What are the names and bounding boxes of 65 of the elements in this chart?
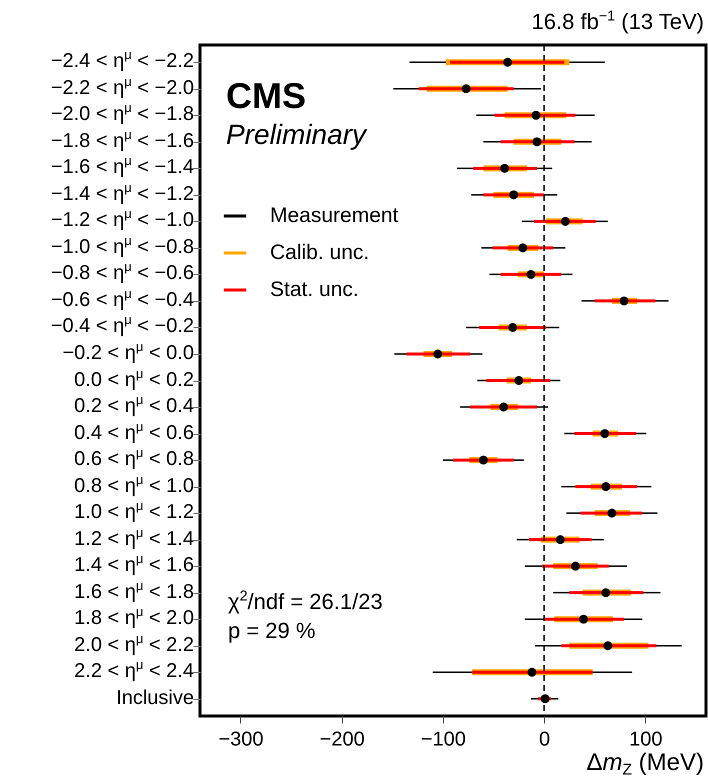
y-tick-label: −1.6 < η$^{μ}$ < −1.4 bbox=[50, 154, 194, 178]
point bbox=[509, 190, 518, 200]
point bbox=[607, 508, 616, 518]
y-tick-label: 0.2 < η$^{μ}$ < 0.4 bbox=[74, 392, 194, 418]
point bbox=[500, 164, 510, 173]
point bbox=[532, 110, 540, 120]
y-tick-label: 0.0 < η$^{μ}$ < 0.2 bbox=[74, 366, 194, 390]
point bbox=[601, 482, 610, 492]
point bbox=[527, 668, 536, 677]
legend-label: Stat. unc. bbox=[270, 278, 359, 301]
y-tick-label: −1.8 < η$^{μ}$ < −1.6 bbox=[50, 127, 194, 152]
point bbox=[514, 376, 524, 385]
chart-title: 16.8 fb$^{−1}$ (13 TeV) bbox=[532, 8, 704, 34]
y-tick-label: −0.2 < η$^{μ}$ < 0.0 bbox=[62, 339, 194, 364]
y-tick-label: 0.8 < η$^{μ}$ < 1.0 bbox=[74, 472, 194, 497]
point bbox=[556, 535, 565, 544]
annotation: Preliminary bbox=[226, 119, 366, 151]
annotation: p = 29 % bbox=[228, 618, 316, 644]
y-tick-label: 1.6 < η$^{μ}$ < 1.8 bbox=[74, 578, 194, 603]
y-tick-label: −2.2 < η$^{μ}$ < −2.0 bbox=[50, 74, 194, 99]
y-tick-label: −1.2 < η$^{μ}$ < −1.0 bbox=[50, 206, 194, 232]
point bbox=[462, 84, 471, 94]
y-tick-label: Inclusive bbox=[116, 686, 194, 709]
annotation: χ$^{2}$/ndf = 26.1/23 bbox=[228, 588, 383, 614]
y-tick-label: −1.0 < η$^{μ}$ < −0.8 bbox=[50, 233, 194, 258]
y-tick-label: 1.8 < η$^{μ}$ < 2.0 bbox=[74, 604, 194, 630]
point bbox=[579, 614, 588, 624]
y-tick-label: −0.6 < η$^{μ}$ < −0.4 bbox=[50, 286, 194, 311]
x-tick-label: −100 bbox=[420, 728, 466, 750]
point bbox=[601, 588, 610, 598]
x-tick-label: −300 bbox=[218, 728, 264, 750]
point bbox=[600, 429, 610, 438]
point bbox=[603, 641, 612, 650]
y-tick-label: 2.0 < η$^{μ}$ < 2.2 bbox=[74, 630, 194, 656]
y-tick-label: 0.4 < η$^{μ}$ < 0.6 bbox=[74, 418, 194, 444]
point bbox=[499, 402, 508, 412]
x-axis-title: Δm$_{Z}$ (MeV) bbox=[586, 749, 704, 779]
x-tick-label: 0 bbox=[539, 728, 550, 750]
point bbox=[532, 137, 542, 146]
y-tick-label: 1.0 < η$^{μ}$ < 1.2 bbox=[74, 498, 194, 524]
y-tick-label: 2.2 < η$^{μ}$ < 2.4 bbox=[74, 657, 194, 682]
point bbox=[478, 456, 488, 465]
x-tick-label: −200 bbox=[320, 728, 365, 750]
y-tick-label: −2.0 < η$^{μ}$ < −1.8 bbox=[50, 100, 194, 126]
y-tick-label: −2.4 < η$^{μ}$ < −2.2 bbox=[50, 47, 194, 72]
legend-label: Calib. unc. bbox=[270, 241, 370, 264]
bar bbox=[561, 644, 656, 648]
y-tick-label: −0.4 < η$^{μ}$ < −0.2 bbox=[50, 312, 194, 338]
point bbox=[560, 216, 570, 226]
point bbox=[503, 58, 512, 67]
y-tick-label: 0.6 < η$^{μ}$ < 0.8 bbox=[74, 445, 194, 470]
y-tick-label: 1.2 < η$^{μ}$ < 1.4 bbox=[74, 524, 194, 550]
point bbox=[620, 296, 628, 306]
bar bbox=[450, 60, 564, 64]
annotation: CMS bbox=[226, 75, 306, 116]
x-tick-label: 100 bbox=[629, 728, 662, 750]
point bbox=[526, 270, 536, 279]
y-tick-label: −0.8 < η$^{μ}$ < −0.6 bbox=[50, 260, 194, 284]
point bbox=[508, 322, 518, 332]
y-tick-label: 1.4 < η$^{μ}$ < 1.6 bbox=[74, 551, 194, 576]
point bbox=[570, 562, 580, 571]
point bbox=[518, 243, 528, 252]
legend-label: Measurement bbox=[270, 204, 399, 227]
point bbox=[433, 350, 442, 358]
y-tick-label: −1.4 < η$^{μ}$ < −1.2 bbox=[50, 180, 194, 205]
